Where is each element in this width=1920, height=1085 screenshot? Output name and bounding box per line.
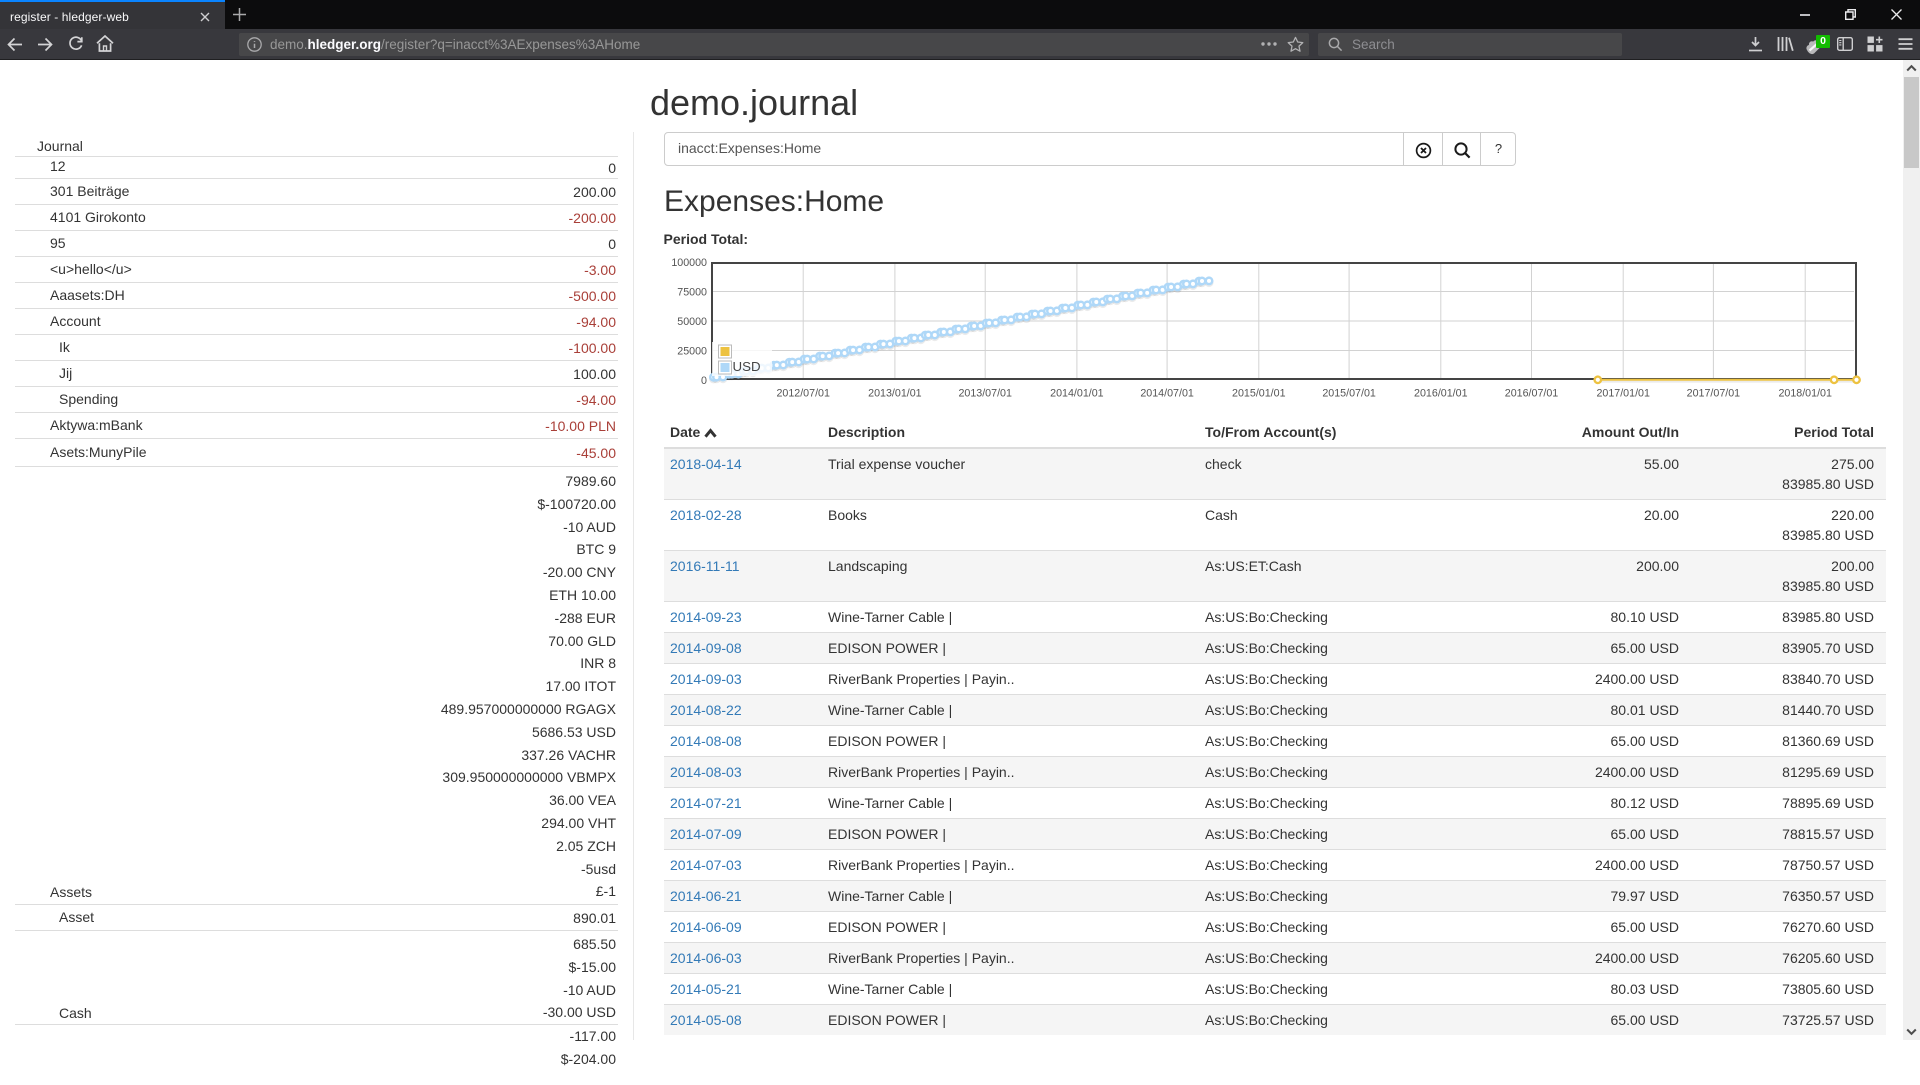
svg-text:2014/07/01: 2014/07/01 — [1140, 388, 1194, 400]
svg-text:50000: 50000 — [677, 316, 707, 328]
svg-text:0: 0 — [701, 375, 707, 387]
svg-text:75000: 75000 — [677, 286, 707, 298]
svg-text:2013/07/01: 2013/07/01 — [958, 388, 1012, 400]
svg-text:2013/01/01: 2013/01/01 — [868, 388, 922, 400]
svg-text:100000: 100000 — [671, 257, 707, 269]
svg-text:2015/01/01: 2015/01/01 — [1232, 388, 1286, 400]
svg-text:2014/01/01: 2014/01/01 — [1050, 388, 1104, 400]
svg-text:2018/01/01: 2018/01/01 — [1778, 388, 1832, 400]
svg-text:USD: USD — [733, 359, 761, 374]
svg-text:2012/07/01: 2012/07/01 — [776, 388, 830, 400]
svg-text:2017/07/01: 2017/07/01 — [1687, 388, 1741, 400]
svg-text:2016/07/01: 2016/07/01 — [1505, 388, 1559, 400]
svg-text:25000: 25000 — [677, 345, 707, 357]
svg-text:2015/07/01: 2015/07/01 — [1322, 388, 1376, 400]
svg-text:2016/01/01: 2016/01/01 — [1414, 388, 1468, 400]
svg-text:2017/01/01: 2017/01/01 — [1596, 388, 1650, 400]
